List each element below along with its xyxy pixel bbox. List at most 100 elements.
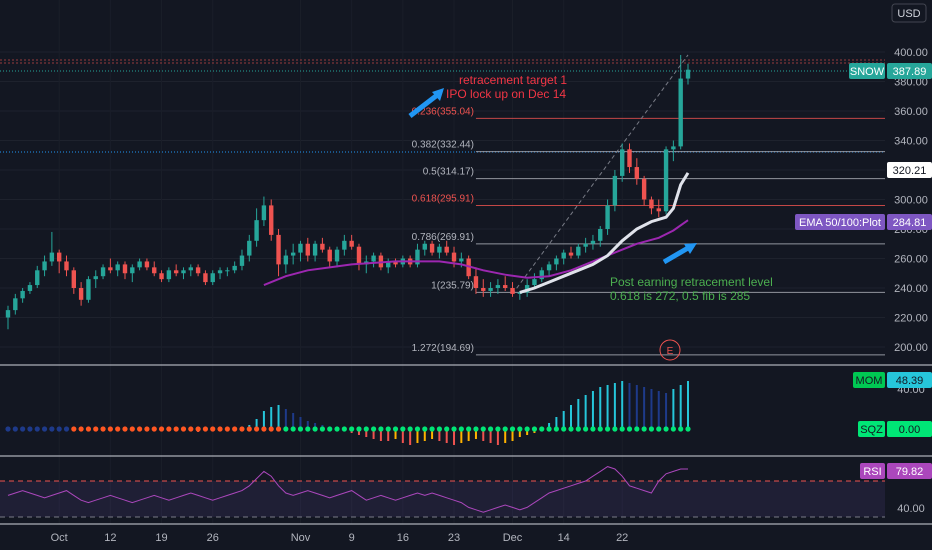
squeeze-dot <box>531 426 538 432</box>
candle-body <box>517 292 523 294</box>
squeeze-dot <box>297 426 304 432</box>
squeeze-dot <box>151 426 157 432</box>
sqz-value-tag: 0.00 <box>899 424 920 436</box>
candle-body <box>539 270 544 280</box>
squeeze-dot <box>656 426 662 432</box>
squeeze-dot <box>232 426 238 432</box>
candle-body <box>627 149 632 168</box>
time-tick-label: 19 <box>155 532 167 544</box>
candle-body <box>276 234 281 265</box>
candle-body <box>305 243 310 256</box>
candle-body <box>605 205 610 229</box>
squeeze-dot <box>487 426 494 432</box>
candle-body <box>503 285 508 288</box>
candle-body <box>130 267 135 274</box>
candle-body <box>663 149 669 212</box>
candle-body <box>122 264 128 274</box>
squeeze-dot <box>5 426 11 432</box>
squeeze-dot <box>202 426 209 432</box>
mom-value-tag: 48.39 <box>896 375 924 387</box>
rsi-axis-label: 40.00 <box>897 503 925 515</box>
squeeze-dot <box>604 426 611 432</box>
ema-value-tag-bg <box>887 214 932 230</box>
candle-body <box>93 276 98 280</box>
candle-body <box>415 249 420 265</box>
value-tags: SNOW 387.89 320.21 EMA 50/100:Plot 284.81 MOM… <box>795 63 932 479</box>
candle-body <box>612 175 618 206</box>
candle-body <box>459 258 464 262</box>
squeeze-dot <box>414 426 421 432</box>
fib-level-label: 0.786(269.91) <box>412 232 474 243</box>
candle-body <box>217 270 223 274</box>
squeeze-dot <box>319 426 326 432</box>
squeeze-dot <box>41 426 48 432</box>
candle-body <box>100 267 106 277</box>
sqz-value-tag-bg <box>887 421 932 437</box>
squeeze-dot <box>422 426 428 432</box>
candle-body <box>210 273 215 283</box>
squeeze-dot <box>78 426 84 432</box>
candle-body <box>334 249 340 262</box>
candle-body <box>356 246 362 265</box>
squeeze-dot <box>685 426 691 432</box>
candle-body <box>342 240 347 250</box>
candle-body <box>35 270 40 286</box>
candle-body <box>225 270 230 272</box>
candle-body <box>532 279 537 286</box>
currency-label: USD <box>897 8 920 20</box>
momentum-pane: 40.00 <box>5 381 925 445</box>
candle-body <box>495 285 501 288</box>
squeeze-dot <box>261 426 267 432</box>
candle-body <box>620 149 625 176</box>
candle-body <box>64 261 69 271</box>
rsi-value-tag: 79.82 <box>896 466 924 478</box>
candle-body <box>583 243 588 247</box>
squeeze-dot <box>275 426 282 432</box>
squeeze-dot <box>93 426 99 432</box>
squeeze-dot <box>166 426 172 432</box>
time-axis[interactable]: Oct 12 19 26 Nov 9 16 23 Dec 14 22 <box>51 532 629 544</box>
squeeze-dot <box>553 426 559 432</box>
squeeze-dot <box>158 426 165 432</box>
candle-body <box>239 255 245 266</box>
squeeze-dot <box>137 426 143 432</box>
time-tick-label: 14 <box>558 532 570 544</box>
squeeze-dot <box>27 426 33 432</box>
squeeze-dot <box>597 426 603 432</box>
candle-body <box>649 199 654 209</box>
candle-body <box>473 276 479 288</box>
candle-body <box>78 288 84 300</box>
squeeze-dot <box>502 426 508 432</box>
candle-body <box>56 252 62 262</box>
candle-body <box>481 288 486 291</box>
candle-body <box>152 267 157 274</box>
candle-body <box>13 298 18 311</box>
squeeze-dot <box>100 426 106 432</box>
squeeze-dot <box>568 426 574 432</box>
candle-body <box>685 69 691 79</box>
candle-body <box>576 246 581 256</box>
squeeze-dot <box>71 426 77 432</box>
rsi-value-tag-bg <box>887 463 932 479</box>
squeeze-dot <box>224 426 230 432</box>
squeeze-dot <box>63 426 70 432</box>
candle-body <box>195 267 201 274</box>
candle-body <box>27 285 33 291</box>
price-tick-label: 300.00 <box>894 195 928 207</box>
squeeze-dot <box>561 426 567 432</box>
squeeze-dot <box>370 426 377 432</box>
squeeze-dot <box>144 426 150 432</box>
fib-level-label: 0.236(355.04) <box>412 106 474 117</box>
candle-body <box>546 264 552 271</box>
squeeze-dot <box>407 426 413 432</box>
fib-trend-line <box>512 54 689 295</box>
squeeze-dot <box>188 426 194 432</box>
squeeze-dot <box>239 426 245 432</box>
squeeze-dot <box>334 426 340 432</box>
squeeze-dot <box>524 426 530 432</box>
mom-value-tag-bg <box>887 372 932 388</box>
squeeze-dot <box>480 426 486 432</box>
candle-body <box>269 205 274 235</box>
squeeze-dot <box>392 426 399 432</box>
candle-body <box>568 252 574 256</box>
